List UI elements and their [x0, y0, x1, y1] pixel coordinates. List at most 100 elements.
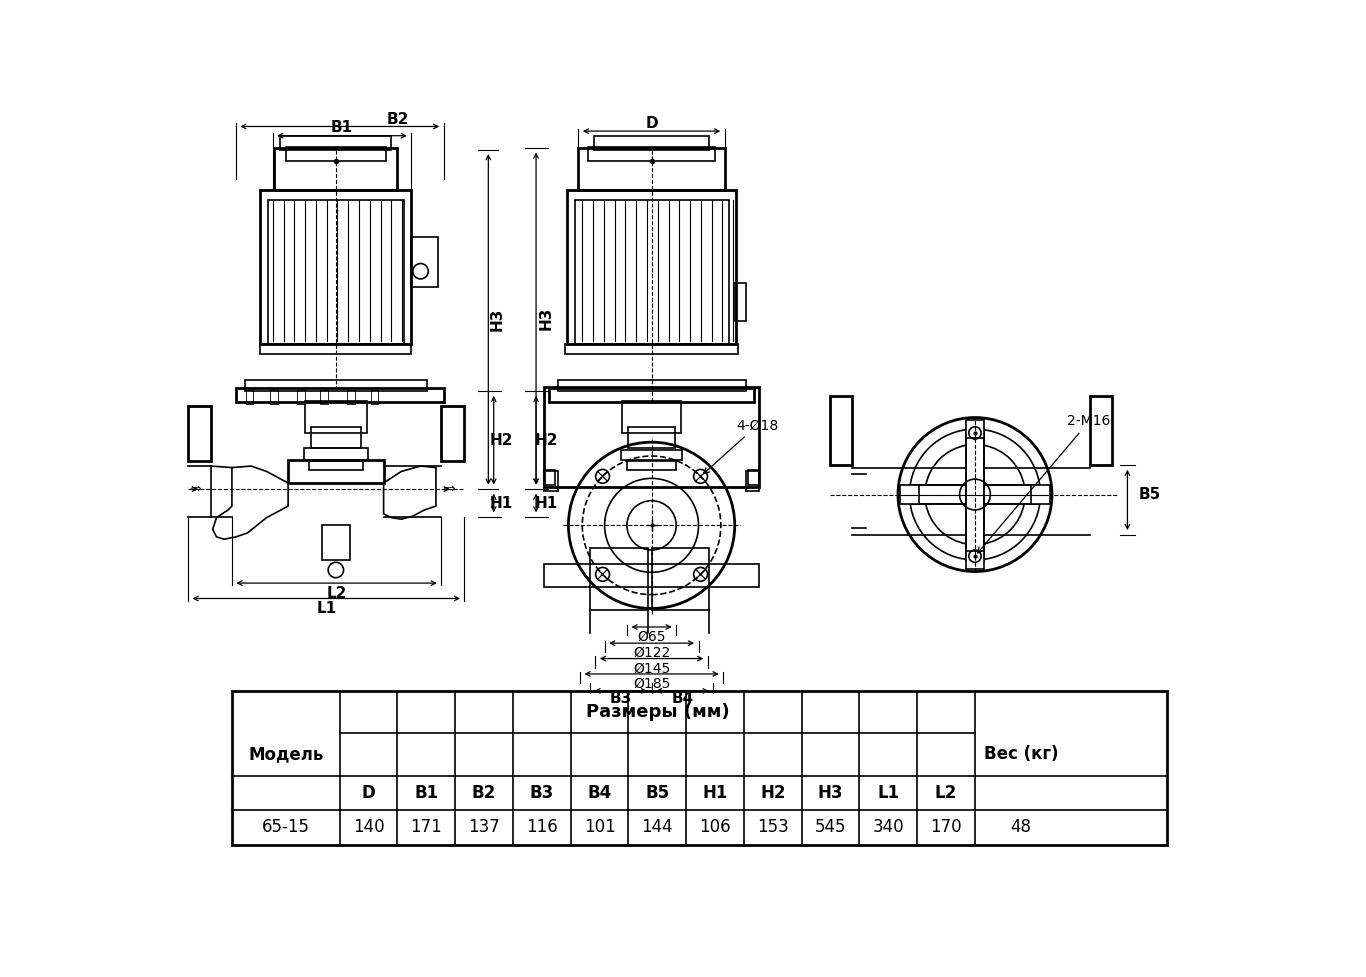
Bar: [628, 427, 675, 448]
Text: 106: 106: [699, 818, 731, 836]
Bar: [623, 401, 680, 433]
Bar: [966, 420, 985, 439]
Bar: [735, 282, 746, 321]
Bar: [590, 548, 647, 610]
Bar: [966, 429, 985, 560]
Bar: [441, 406, 464, 461]
Bar: [831, 396, 852, 465]
Bar: [578, 149, 725, 191]
Text: H1: H1: [534, 495, 557, 511]
Bar: [275, 149, 398, 191]
Bar: [567, 191, 736, 344]
Text: H1: H1: [490, 495, 514, 511]
Text: 116: 116: [526, 818, 557, 836]
Bar: [544, 564, 759, 587]
Text: B2: B2: [473, 784, 496, 801]
Bar: [1031, 486, 1049, 504]
Text: H3: H3: [538, 307, 553, 330]
Bar: [557, 380, 746, 392]
Text: Ø65: Ø65: [638, 629, 665, 643]
Text: H3: H3: [490, 308, 505, 330]
Bar: [189, 406, 212, 461]
Bar: [411, 236, 438, 286]
Text: 171: 171: [410, 818, 443, 836]
Text: Вес (кг): Вес (кг): [984, 745, 1059, 763]
Bar: [245, 380, 426, 392]
Text: 170: 170: [930, 818, 962, 836]
Text: 4-Ø18: 4-Ø18: [703, 418, 779, 474]
Bar: [236, 388, 444, 403]
Bar: [566, 344, 738, 354]
Text: B2: B2: [387, 112, 408, 127]
Bar: [620, 449, 683, 460]
Bar: [575, 199, 728, 344]
Bar: [261, 191, 411, 344]
Text: H2: H2: [534, 433, 557, 448]
Bar: [246, 390, 254, 404]
Bar: [544, 470, 556, 486]
Text: H1: H1: [702, 784, 728, 801]
Text: D: D: [362, 784, 376, 801]
Bar: [747, 470, 759, 486]
Bar: [1090, 396, 1112, 465]
Bar: [311, 427, 361, 448]
Text: Ø122: Ø122: [632, 646, 671, 660]
Bar: [309, 461, 363, 470]
Text: H2: H2: [759, 784, 785, 801]
Bar: [347, 390, 355, 404]
Text: ⇒: ⇒: [444, 483, 455, 495]
Text: 137: 137: [469, 818, 500, 836]
Bar: [305, 401, 366, 433]
Bar: [232, 691, 1168, 845]
Text: H2: H2: [489, 433, 514, 448]
Text: 101: 101: [583, 818, 616, 836]
Text: 2-M16: 2-M16: [978, 414, 1111, 553]
Text: L2: L2: [326, 585, 347, 601]
Text: L2: L2: [934, 784, 958, 801]
Bar: [746, 472, 759, 490]
Text: B5: B5: [645, 784, 669, 801]
Bar: [322, 526, 350, 560]
Text: B5: B5: [1138, 488, 1161, 502]
Bar: [544, 472, 557, 490]
Text: 545: 545: [816, 818, 847, 836]
Bar: [261, 344, 411, 354]
Bar: [544, 387, 759, 487]
Bar: [900, 486, 919, 504]
Text: Модель: Модель: [249, 745, 324, 763]
Text: B4: B4: [671, 691, 694, 706]
Bar: [966, 551, 985, 570]
Text: Размеры (мм): Размеры (мм): [586, 702, 729, 721]
Text: 48: 48: [1011, 818, 1031, 836]
Bar: [594, 137, 709, 149]
Text: H3: H3: [818, 784, 843, 801]
Bar: [589, 148, 714, 161]
Text: 144: 144: [642, 818, 673, 836]
Bar: [303, 448, 369, 460]
Bar: [627, 461, 676, 470]
Bar: [280, 137, 391, 149]
Text: Ø185: Ø185: [632, 677, 671, 691]
Text: B1: B1: [414, 784, 438, 801]
Bar: [270, 390, 279, 404]
Text: 340: 340: [873, 818, 904, 836]
Text: L1: L1: [317, 601, 336, 616]
Text: 153: 153: [757, 818, 788, 836]
Text: 65-15: 65-15: [262, 818, 310, 836]
Text: 140: 140: [352, 818, 384, 836]
Text: ⇒: ⇒: [190, 483, 201, 495]
Bar: [370, 390, 378, 404]
Bar: [268, 199, 403, 344]
Text: B1: B1: [331, 120, 352, 135]
Bar: [321, 390, 328, 404]
Text: L1: L1: [877, 784, 899, 801]
Text: B3: B3: [609, 691, 632, 706]
Bar: [910, 486, 1041, 504]
Bar: [288, 460, 384, 483]
Text: B4: B4: [587, 784, 612, 801]
Text: Ø145: Ø145: [632, 661, 671, 675]
Text: D: D: [645, 116, 658, 131]
Bar: [285, 148, 387, 161]
Text: B3: B3: [530, 784, 555, 801]
Bar: [298, 390, 305, 404]
